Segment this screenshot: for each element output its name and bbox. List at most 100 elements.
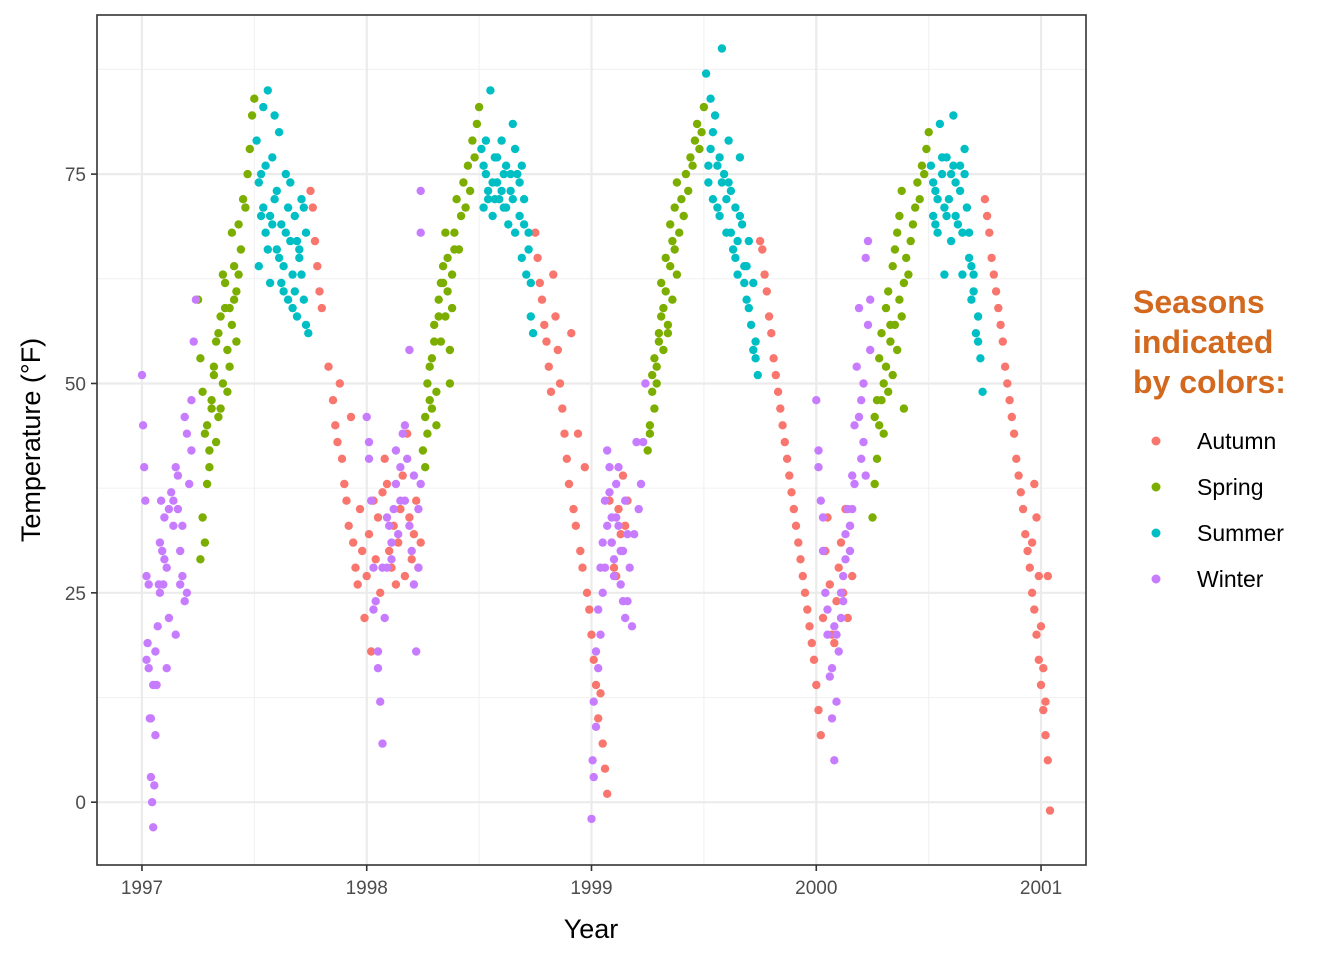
data-point [755, 236, 765, 246]
data-point [149, 680, 158, 690]
data-point [295, 245, 304, 254]
data-point [1027, 588, 1037, 597]
data-point [587, 630, 596, 639]
data-point [836, 538, 846, 547]
data-point [695, 144, 704, 154]
data-point [722, 195, 731, 204]
data-point [299, 295, 308, 304]
data-point [171, 463, 180, 472]
data-point [405, 513, 414, 522]
data-point [378, 488, 387, 497]
data-point [546, 387, 556, 396]
data-point [178, 521, 187, 530]
data-point [1003, 379, 1012, 388]
data-point [418, 446, 428, 455]
data-point [405, 345, 414, 355]
data-point [263, 245, 272, 254]
data-point [600, 563, 610, 572]
y-axis: 0 25 50 75 [65, 165, 97, 814]
data-point [286, 178, 295, 187]
data-point [373, 513, 383, 522]
data-point [519, 195, 529, 204]
x-axis: 1997 1998 1999 2000 2001 [121, 865, 1062, 899]
data-point [706, 94, 715, 103]
data-point [582, 588, 592, 597]
data-point [351, 563, 360, 572]
data-point [416, 479, 425, 489]
data-point [580, 463, 589, 472]
data-point [614, 504, 623, 514]
data-point [987, 253, 996, 263]
data-point [654, 337, 664, 346]
data-point [488, 211, 497, 221]
data-point [832, 597, 841, 606]
data-point [982, 211, 992, 221]
data-point [1041, 731, 1050, 740]
data-point [434, 295, 443, 304]
data-point [659, 345, 668, 355]
data-point [866, 345, 875, 355]
data-point [283, 295, 293, 304]
data-point [661, 253, 670, 263]
data-point [917, 161, 927, 170]
data-point [744, 303, 753, 313]
x-tick-label: 1999 [570, 878, 612, 899]
data-point [270, 195, 279, 204]
data-point [189, 337, 198, 346]
data-point [854, 412, 864, 422]
data-point [470, 153, 479, 162]
data-point [430, 337, 439, 346]
data-point [438, 262, 448, 271]
data-point [666, 220, 675, 229]
data-point [398, 429, 407, 438]
data-point [481, 169, 491, 179]
data-point [331, 421, 340, 430]
data-point [594, 664, 603, 673]
data-point [290, 287, 299, 296]
data-point [367, 647, 376, 656]
data-point [1039, 664, 1048, 673]
data-point [412, 496, 421, 505]
data-point [861, 253, 870, 263]
data-point [409, 530, 419, 539]
data-point [187, 446, 196, 455]
data-point [724, 136, 733, 145]
data-point [241, 203, 250, 212]
data-point [621, 521, 630, 530]
data-point [232, 337, 241, 346]
data-point [373, 664, 383, 673]
data-point [1041, 697, 1050, 706]
data-point [652, 362, 661, 371]
data-point [510, 144, 520, 154]
data-point [976, 354, 985, 363]
data-point [227, 320, 237, 330]
data-point [531, 228, 540, 237]
data-point [834, 563, 843, 572]
data-point [713, 161, 722, 170]
data-point [286, 236, 295, 246]
data-point [960, 144, 969, 154]
data-point [600, 496, 610, 505]
data-point [920, 169, 929, 179]
data-point [742, 262, 751, 271]
data-point [958, 270, 967, 279]
y-tick-label: 75 [65, 165, 86, 186]
data-point [929, 178, 938, 187]
legend-title-line-1: Seasons [1133, 284, 1265, 320]
data-point [380, 454, 389, 463]
data-point [421, 412, 430, 422]
data-point [724, 178, 733, 187]
data-point [1034, 655, 1044, 664]
data-point [158, 546, 167, 556]
data-point [899, 404, 909, 413]
data-point [301, 320, 311, 330]
data-point [814, 705, 823, 715]
data-point [342, 496, 351, 505]
data-point [234, 220, 243, 229]
data-point [661, 287, 670, 296]
data-point [688, 161, 697, 170]
data-point [488, 178, 497, 187]
data-point [818, 513, 828, 522]
data-point [973, 337, 983, 346]
